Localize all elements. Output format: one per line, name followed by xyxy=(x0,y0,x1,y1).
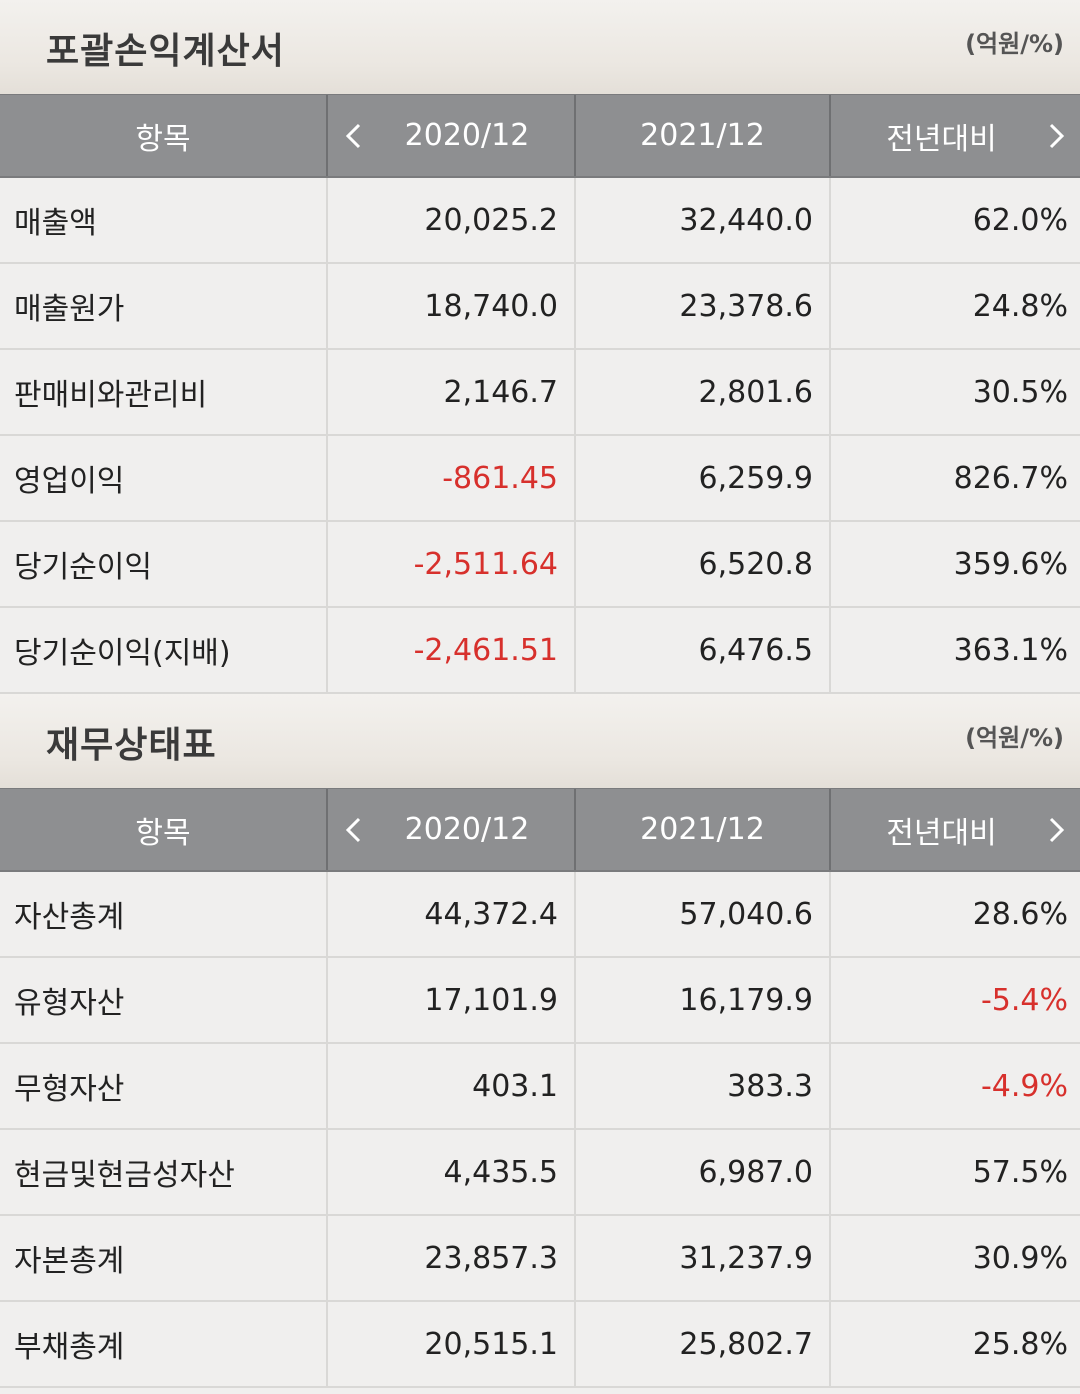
table-row[interactable]: 당기순이익(지배) -2,461.51 6,476.5 363.1% xyxy=(0,608,1080,694)
header-period-1-label: 2020/12 xyxy=(404,118,530,153)
table-row[interactable]: 판매비와관리비 2,146.7 2,801.6 30.5% xyxy=(0,350,1080,436)
chevron-right-icon[interactable] xyxy=(1048,122,1066,150)
row-label: 당기순이익 xyxy=(14,550,152,585)
value-2021: 32,440.0 xyxy=(574,178,829,262)
table-row[interactable]: 매출액 20,025.2 32,440.0 62.0% xyxy=(0,178,1080,264)
table-row[interactable]: 부채총계 20,515.1 25,802.7 25.8% xyxy=(0,1302,1080,1388)
chevron-right-icon[interactable] xyxy=(1048,816,1066,844)
value-2021: 383.3 xyxy=(574,1044,829,1128)
value-yoy: -5.4% xyxy=(829,958,1080,1042)
value-yoy: 30.9% xyxy=(829,1216,1080,1300)
header-yoy-label: 전년대비 xyxy=(886,121,997,157)
value-2020: -861.45 xyxy=(326,436,574,520)
row-label: 유형자산 xyxy=(14,986,125,1021)
value-yoy: -4.9% xyxy=(829,1044,1080,1128)
value-2020: 23,857.3 xyxy=(326,1216,574,1300)
income-section-header: 포괄손익계산서 (억원/%) xyxy=(0,0,1080,94)
row-label: 자본총계 xyxy=(14,1244,125,1279)
table-row[interactable]: 현금및현금성자산 4,435.5 6,987.0 57.5% xyxy=(0,1130,1080,1216)
table-row[interactable]: 영업이익 -861.45 6,259.9 826.7% xyxy=(0,436,1080,522)
value-2020: 403.1 xyxy=(326,1044,574,1128)
header-yoy-label: 전년대비 xyxy=(886,815,997,851)
value-yoy: 24.8% xyxy=(829,264,1080,348)
chevron-left-icon[interactable] xyxy=(344,816,362,844)
row-label: 영업이익 xyxy=(14,464,125,499)
table-row[interactable]: 유형자산 17,101.9 16,179.9 -5.4% xyxy=(0,958,1080,1044)
value-2021: 6,987.0 xyxy=(574,1130,829,1214)
row-label: 현금및현금성자산 xyxy=(14,1158,235,1193)
value-2020: 2,146.7 xyxy=(326,350,574,434)
header-period-1: 2020/12 xyxy=(326,95,574,176)
income-table-body: 매출액 20,025.2 32,440.0 62.0% 매출원가 18,740.0 23,3… xyxy=(0,178,1080,694)
table-header: 항목 2020/12 2021/12 전년대비 xyxy=(0,94,1080,178)
value-yoy: 363.1% xyxy=(829,608,1080,692)
value-2021: 16,179.9 xyxy=(574,958,829,1042)
table-row[interactable]: 당기순이익 -2,511.64 6,520.8 359.6% xyxy=(0,522,1080,608)
header-period-1-label: 2020/12 xyxy=(404,812,530,847)
table-header: 항목 2020/12 2021/12 전년대비 xyxy=(0,788,1080,872)
header-period-2-label: 2021/12 xyxy=(640,118,765,153)
row-label: 매출원가 xyxy=(14,292,125,327)
section-title: 포괄손익계산서 xyxy=(46,31,285,72)
value-yoy: 359.6% xyxy=(829,522,1080,606)
value-yoy: 826.7% xyxy=(829,436,1080,520)
chevron-left-icon[interactable] xyxy=(344,122,362,150)
value-2021: 57,040.6 xyxy=(574,872,829,956)
table-row[interactable]: 매출원가 18,740.0 23,378.6 24.8% xyxy=(0,264,1080,350)
value-2021: 2,801.6 xyxy=(574,350,829,434)
row-label: 판매비와관리비 xyxy=(14,378,208,413)
value-yoy: 25.8% xyxy=(829,1302,1080,1386)
value-2021: 31,237.9 xyxy=(574,1216,829,1300)
value-yoy: 28.6% xyxy=(829,872,1080,956)
balance-table-body: 자산총계 44,372.4 57,040.6 28.6% 유형자산 17,101.9 16,… xyxy=(0,872,1080,1388)
value-2020: 17,101.9 xyxy=(326,958,574,1042)
value-2020: -2,461.51 xyxy=(326,608,574,692)
unit-label: (억원/%) xyxy=(965,724,1064,752)
header-period-2: 2021/12 xyxy=(574,95,829,176)
value-2021: 6,520.8 xyxy=(574,522,829,606)
value-2021: 23,378.6 xyxy=(574,264,829,348)
table-row[interactable]: 자산총계 44,372.4 57,040.6 28.6% xyxy=(0,872,1080,958)
value-yoy: 30.5% xyxy=(829,350,1080,434)
value-2020: -2,511.64 xyxy=(326,522,574,606)
value-2021: 6,476.5 xyxy=(574,608,829,692)
table-row[interactable]: 무형자산 403.1 383.3 -4.9% xyxy=(0,1044,1080,1130)
section-title: 재무상태표 xyxy=(46,725,217,766)
value-2020: 20,515.1 xyxy=(326,1302,574,1386)
balance-section-header: 재무상태표 (억원/%) xyxy=(0,694,1080,788)
header-yoy: 전년대비 xyxy=(829,95,1080,176)
row-label: 무형자산 xyxy=(14,1072,125,1107)
value-yoy: 57.5% xyxy=(829,1130,1080,1214)
value-2020: 20,025.2 xyxy=(326,178,574,262)
value-2020: 4,435.5 xyxy=(326,1130,574,1214)
header-yoy: 전년대비 xyxy=(829,789,1080,870)
value-2020: 44,372.4 xyxy=(326,872,574,956)
header-item: 항목 xyxy=(0,789,326,870)
value-2020: 18,740.0 xyxy=(326,264,574,348)
table-row[interactable]: 자본총계 23,857.3 31,237.9 30.9% xyxy=(0,1216,1080,1302)
header-item: 항목 xyxy=(0,95,326,176)
row-label: 부채총계 xyxy=(14,1330,125,1365)
row-label: 당기순이익(지배) xyxy=(14,636,231,671)
row-label: 매출액 xyxy=(14,206,97,241)
value-yoy: 62.0% xyxy=(829,178,1080,262)
header-period-2-label: 2021/12 xyxy=(640,812,765,847)
header-period-1: 2020/12 xyxy=(326,789,574,870)
header-period-2: 2021/12 xyxy=(574,789,829,870)
value-2021: 25,802.7 xyxy=(574,1302,829,1386)
unit-label: (억원/%) xyxy=(965,30,1064,58)
row-label: 자산총계 xyxy=(14,900,125,935)
header-item-label: 항목 xyxy=(135,121,191,157)
header-item-label: 항목 xyxy=(135,815,191,851)
value-2021: 6,259.9 xyxy=(574,436,829,520)
